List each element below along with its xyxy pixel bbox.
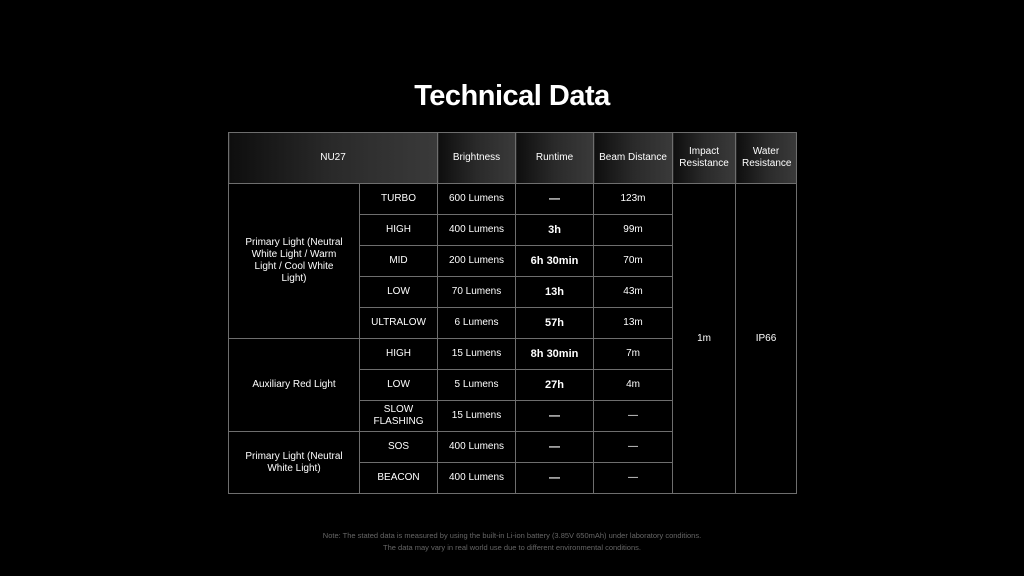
mode-cell: LOW (358, 369, 439, 401)
table-row: Primary Light (Neutral White Light / War… (228, 183, 798, 494)
table-row: HIGH 400 Lumens 3h 99m (229, 214, 797, 246)
light-group-label: Primary Light (Neutral White Light) (228, 431, 360, 494)
beam-distance-cell: 7m (593, 338, 674, 370)
light-group-label: Primary Light (Neutral White Light / War… (228, 183, 360, 339)
brightness-cell: 15 Lumens (437, 400, 517, 432)
runtime-cell: 57h (515, 307, 595, 339)
water-resistance-cell: IP66 (735, 183, 798, 494)
runtime-cell: 8h 30min (515, 338, 595, 370)
mode-cell: SOS (358, 431, 439, 463)
beam-distance-cell: — (593, 400, 674, 432)
brightness-cell: 6 Lumens (437, 307, 517, 339)
footnote: Note: The stated data is measured by usi… (0, 530, 1024, 554)
runtime-cell: — (515, 462, 595, 494)
beam-distance-cell: 43m (593, 276, 674, 308)
header-beam-distance: Beam Distance (593, 132, 674, 184)
runtime-cell: 3h (515, 214, 595, 246)
header-water-resistance: Water Resistance (735, 132, 798, 184)
beam-distance-cell: 70m (593, 245, 674, 277)
brightness-cell: 400 Lumens (437, 431, 517, 463)
table-row: MID 200 Lumens 6h 30min 70m (229, 245, 797, 277)
runtime-cell: — (515, 400, 595, 432)
runtime-cell: 27h (515, 369, 595, 401)
brightness-cell: 5 Lumens (437, 369, 517, 401)
beam-distance-cell: 123m (593, 183, 674, 215)
mode-cell: LOW (358, 276, 439, 308)
header-impact-resistance: Impact Resistance (672, 132, 737, 184)
impact-resistance-cell: 1m (672, 183, 737, 494)
mode-cell: HIGH (358, 338, 439, 370)
table-row: BEACON 400 Lumens — — (229, 462, 797, 494)
table-row: Primary Light (Neutral White Light) SOS 40… (228, 431, 797, 494)
technical-data-table: NU27 Brightness Runtime Beam Distance Im… (227, 132, 798, 494)
mode-cell: BEACON (358, 462, 439, 494)
runtime-cell: — (515, 431, 595, 463)
beam-distance-cell: 13m (593, 307, 674, 339)
footnote-line: The data may vary in real world use due … (383, 543, 641, 552)
table-header-row: NU27 Brightness Runtime Beam Distance Im… (227, 132, 798, 184)
light-group-label: Auxiliary Red Light (228, 338, 360, 432)
header-model: NU27 (227, 132, 439, 184)
mode-cell: TURBO (358, 183, 439, 215)
brightness-cell: 600 Lumens (437, 183, 517, 215)
header-brightness: Brightness (437, 132, 517, 184)
brightness-cell: 400 Lumens (437, 214, 517, 246)
beam-distance-cell: 4m (593, 369, 674, 401)
footnote-line: Note: The stated data is measured by usi… (322, 531, 702, 540)
mode-cell: SLOW FLASHING (358, 400, 439, 432)
table-row: LOW 5 Lumens 27h 4m (229, 369, 797, 401)
brightness-cell: 70 Lumens (437, 276, 517, 308)
table-row: SLOW FLASHING 15 Lumens — — (229, 400, 797, 432)
mode-cell: MID (358, 245, 439, 277)
brightness-cell: 400 Lumens (437, 462, 517, 494)
runtime-cell: — (515, 183, 595, 215)
runtime-cell: 6h 30min (515, 245, 595, 277)
runtime-cell: 13h (515, 276, 595, 308)
beam-distance-cell: 99m (593, 214, 674, 246)
brightness-cell: 15 Lumens (437, 338, 517, 370)
brightness-cell: 200 Lumens (437, 245, 517, 277)
beam-distance-cell: — (593, 431, 674, 463)
mode-cell: HIGH (358, 214, 439, 246)
mode-cell: ULTRALOW (358, 307, 439, 339)
beam-distance-cell: — (593, 462, 674, 494)
page-title: Technical Data (414, 80, 610, 112)
header-runtime: Runtime (515, 132, 595, 184)
